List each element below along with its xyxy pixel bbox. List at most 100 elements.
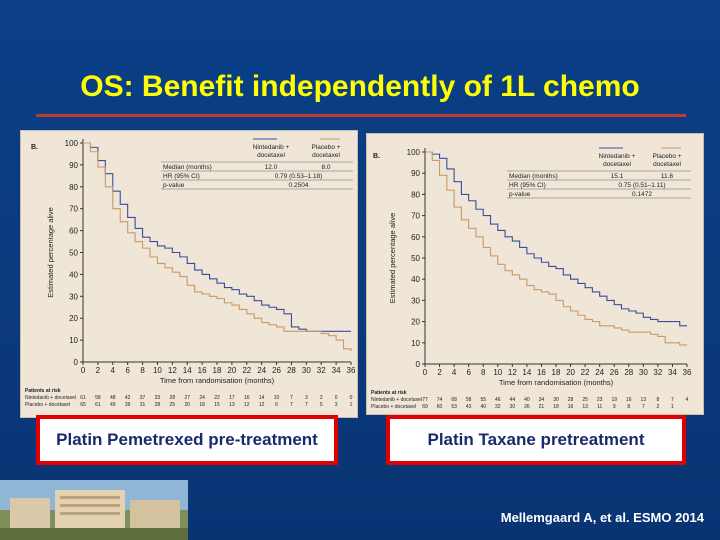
x-tick-label: 34: [668, 368, 677, 377]
y-tick-label: 20: [411, 318, 420, 327]
x-tick-label: 20: [566, 368, 575, 377]
stats-row-label: HR (95% CI): [163, 173, 200, 180]
stats-header-placebo: Placebo +: [652, 153, 681, 160]
at-risk-value: 28: [568, 397, 574, 403]
x-tick-label: 12: [508, 368, 517, 377]
x-tick-label: 36: [683, 368, 692, 377]
x-tick-label: 10: [493, 368, 502, 377]
at-risk-value: 22: [214, 395, 220, 401]
at-risk-value: 26: [524, 404, 530, 410]
stats-header-nintedanib-2: docetaxel: [257, 152, 285, 159]
at-risk-value: 25: [170, 402, 176, 408]
at-risk-value: 24: [199, 395, 205, 401]
x-tick-label: 22: [242, 366, 251, 375]
x-tick-label: 4: [111, 366, 116, 375]
at-risk-title: Patients at risk: [25, 388, 61, 394]
at-risk-value: 40: [480, 404, 486, 410]
at-risk-value: 11: [597, 404, 602, 410]
x-tick-label: 26: [272, 366, 281, 375]
at-risk-value: 21: [539, 404, 545, 410]
at-risk-value: 7: [671, 397, 674, 403]
caption-pemetrexed: Platin Pemetrexed pre-treatment: [36, 415, 338, 465]
at-risk-value: 6: [275, 402, 278, 408]
at-risk-value: 5: [320, 402, 323, 408]
x-tick-label: 10: [153, 366, 162, 375]
stats-header-placebo-2: docetaxel: [653, 161, 681, 168]
x-tick-label: 28: [624, 368, 633, 377]
y-tick-label: 70: [69, 205, 78, 214]
at-risk-value: 14: [259, 395, 265, 401]
at-risk-value: 7: [290, 402, 293, 408]
at-risk-value: 8: [627, 404, 630, 410]
at-risk-value: 7: [290, 395, 293, 401]
stats-value: 15.1: [611, 173, 624, 180]
at-risk-value: 42: [125, 395, 131, 401]
x-tick-label: 6: [125, 366, 130, 375]
x-tick-label: 28: [287, 366, 296, 375]
at-risk-value: 18: [199, 402, 205, 408]
at-risk-value: 8: [656, 397, 659, 403]
at-risk-value: 4: [686, 397, 689, 403]
at-risk-row-label: Placebo + docetaxel: [25, 402, 70, 408]
at-risk-value: 74: [437, 397, 443, 403]
at-risk-value: 69: [422, 404, 428, 410]
at-risk-value: 17: [229, 395, 235, 401]
y-tick-label: 60: [411, 233, 420, 242]
y-tick-label: 40: [411, 275, 420, 284]
stats-row-label: Median (months): [163, 164, 212, 171]
y-tick-label: 10: [69, 336, 78, 345]
y-tick-label: 30: [69, 292, 78, 301]
at-risk-value: 44: [510, 397, 516, 403]
at-risk-value: 77: [422, 397, 428, 403]
km-curve-series-1: [425, 151, 687, 346]
at-risk-value: 15: [214, 402, 220, 408]
x-tick-label: 12: [168, 366, 177, 375]
x-tick-label: 2: [96, 366, 101, 375]
caption-taxane: Platin Taxane pretreatment: [386, 415, 686, 465]
y-tick-label: 80: [411, 190, 420, 199]
x-tick-label: 24: [595, 368, 604, 377]
at-risk-value: 65: [80, 402, 86, 408]
x-tick-label: 0: [81, 366, 86, 375]
at-risk-value: 2: [656, 404, 659, 410]
y-axis-label: Estimated percentage alive: [46, 207, 55, 297]
stats-value: 11.6: [661, 173, 674, 180]
x-tick-label: 8: [140, 366, 145, 375]
x-tick-label: 18: [552, 368, 561, 377]
y-tick-label: 0: [416, 360, 421, 369]
x-tick-label: 2: [437, 368, 442, 377]
at-risk-value: 37: [140, 395, 146, 401]
at-risk-value: 39: [125, 402, 131, 408]
x-tick-label: 36: [347, 366, 356, 375]
x-axis-label: Time from randomisation (months): [499, 378, 614, 387]
stats-header-nintedanib: Nintedanib +: [599, 153, 636, 160]
x-tick-label: 16: [198, 366, 207, 375]
y-tick-label: 100: [407, 148, 421, 157]
stats-value: 0.75 (0.51–1.11): [618, 182, 665, 189]
at-risk-value: 1: [350, 402, 353, 408]
x-tick-label: 24: [257, 366, 266, 375]
at-risk-value: 33: [155, 395, 161, 401]
at-risk-value: 23: [597, 397, 603, 403]
at-risk-value: 0: [350, 395, 353, 401]
at-risk-value: 58: [95, 395, 101, 401]
at-risk-value: 13: [229, 402, 235, 408]
citation: Mellemgaard A, et al. ESMO 2014: [500, 510, 704, 525]
x-tick-label: 8: [481, 368, 486, 377]
at-risk-value: 53: [451, 404, 457, 410]
at-risk-value: 27: [184, 395, 190, 401]
y-tick-label: 80: [69, 183, 78, 192]
x-tick-label: 34: [332, 366, 341, 375]
x-tick-label: 30: [302, 366, 311, 375]
panel-label: B.: [373, 153, 380, 160]
at-risk-value: 49: [110, 402, 116, 408]
at-risk-title: Patients at risk: [371, 390, 407, 396]
y-tick-label: 0: [74, 358, 79, 367]
at-risk-value: 61: [80, 395, 86, 401]
at-risk-value: 25: [582, 397, 588, 403]
at-risk-value: 7: [642, 404, 645, 410]
at-risk-value: 18: [553, 404, 559, 410]
at-risk-value: 48: [110, 395, 116, 401]
x-tick-label: 18: [213, 366, 222, 375]
